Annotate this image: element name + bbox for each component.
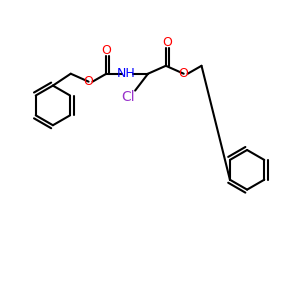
Text: NH: NH: [117, 67, 136, 80]
Text: O: O: [101, 44, 111, 57]
Text: O: O: [162, 37, 172, 50]
Text: O: O: [179, 67, 189, 80]
Text: O: O: [84, 75, 94, 88]
Text: Cl: Cl: [122, 91, 135, 104]
